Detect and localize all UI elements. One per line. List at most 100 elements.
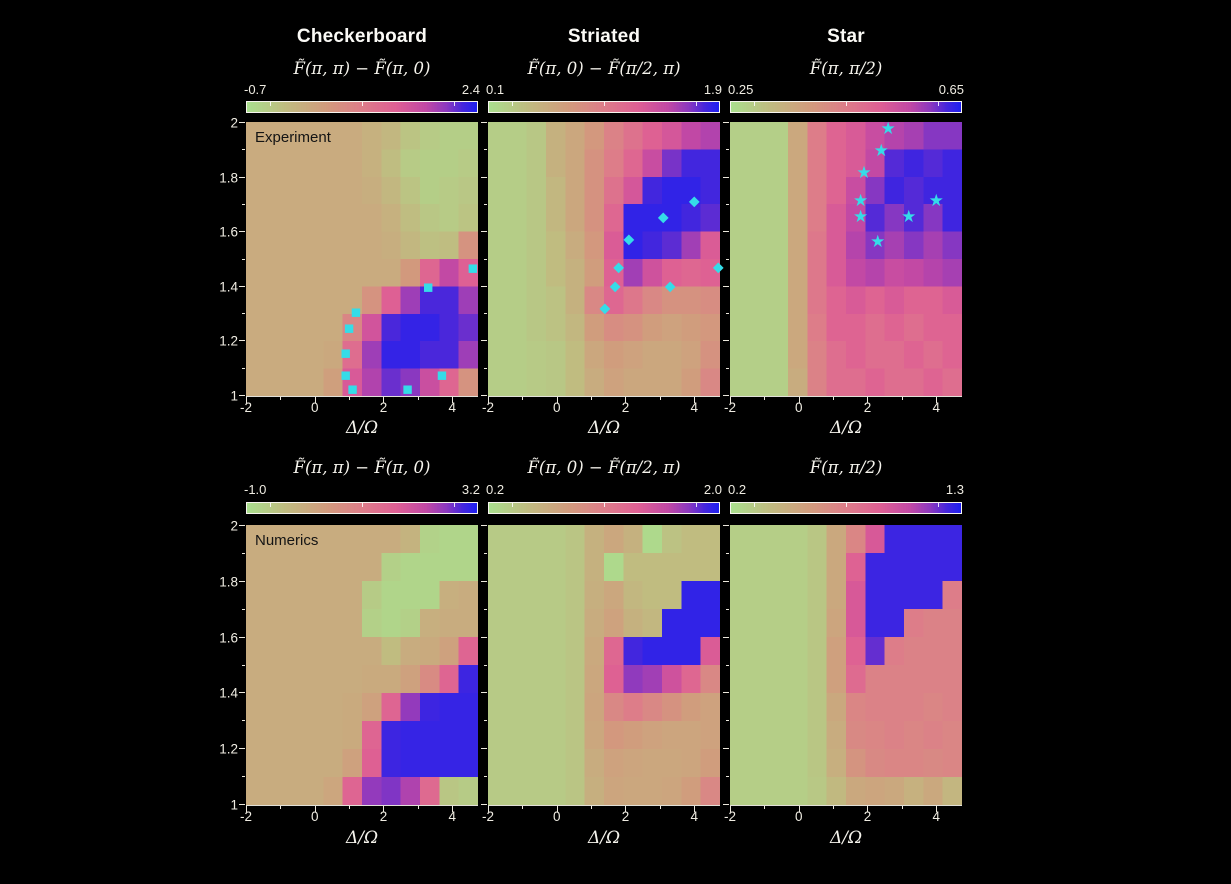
x-tick [798,397,800,403]
y-tick [481,692,487,694]
heatmap-plot: Experiment ■ ■ ■ ■ ■ ■ ■ ■ ■ [239,122,478,403]
x-minor-tick [591,397,593,400]
x-tick-label: -2 [239,809,253,824]
y-minor-tick [726,149,729,151]
order-parameter-formula: F̃(π, 0) − F̃(π/2, π) [527,458,681,477]
x-tick [488,806,489,812]
y-minor-tick [484,776,487,778]
y-tick [481,176,487,178]
y-minor-tick [242,552,245,554]
square-marker: ■ [402,382,413,396]
order-parameter-formula: F̃(π, π/2) [809,59,883,78]
heatmap-plot [723,525,962,812]
colorbar-tick [454,102,455,106]
x-tick [867,397,869,403]
heatmap-plot [481,525,720,812]
x-tick-label: -2 [723,809,737,824]
y-minor-tick [242,664,245,666]
panel-experiment-checkerboard: Checkerboard F̃(π, π) − F̃(π, 0) -0.7 2.… [219,22,480,452]
colorbar-tick [696,503,697,507]
y-minor-tick [484,313,487,315]
x-minor-tick [349,397,351,400]
y-minor-tick [242,203,245,205]
colorbar [488,502,720,514]
x-tick [383,397,385,403]
x-minor-tick [833,806,835,809]
colorbar-max-label: 2.4 [461,82,480,97]
colorbar [488,101,720,113]
y-tick-label: 1 [230,797,238,813]
x-tick-label: 0 [310,400,319,415]
x-tick-label: 2 [379,809,388,824]
x-tick-label: -2 [481,809,495,824]
colorbar [246,101,478,113]
x-tick [694,397,696,403]
colorbar-max-label: 3.2 [461,482,480,497]
y-tick [481,231,487,233]
x-minor-tick [659,397,661,400]
x-tick [730,806,731,812]
y-minor-tick [484,203,487,205]
panel-experiment-star: Star F̃(π, π/2) 0.25 0.65 ★ ★ ★ ★ ★ ★ ★ ★ Δ/Ω -… [723,22,964,452]
x-tick [625,397,627,403]
diamond-marker: ◆ [664,278,676,295]
square-marker: ■ [422,280,434,294]
x-tick [694,806,696,812]
x-minor-tick [280,806,282,809]
x-tick-label: 0 [310,809,319,824]
y-tick-label: 1.8 [219,170,238,186]
y-tick [239,692,245,694]
column-title-striated: Striated [567,26,641,47]
x-minor-tick [591,806,593,809]
x-tick [867,806,869,812]
y-minor-tick [726,664,729,666]
y-tick [481,636,487,638]
x-minor-tick [417,806,419,809]
y-tick [723,804,729,805]
star-marker: ★ [880,119,896,140]
x-minor-tick [280,397,282,400]
y-minor-tick [726,313,729,315]
x-minor-tick [659,806,661,809]
x-tick [246,806,247,812]
x-minor-tick [417,397,419,400]
square-marker: ■ [350,305,362,319]
colorbar-max-label: 1.3 [945,482,964,497]
colorbar-tick [270,102,271,106]
colorbar-min-label: 0.1 [486,82,505,97]
diamond-marker: ◆ [712,259,724,276]
y-minor-tick [484,258,487,260]
x-tick [488,397,489,403]
colorbar-gradient [489,503,719,513]
y-minor-tick [484,367,487,369]
x-tick-label: 0 [794,809,803,824]
x-tick-label: 4 [690,809,698,824]
heatmap-canvas [246,525,478,805]
y-minor-tick [242,258,245,260]
y-tick [481,804,487,805]
y-tick [723,395,729,396]
x-tick [936,806,938,812]
colorbar [730,502,962,514]
star-marker: ★ [852,207,869,228]
x-tick [452,397,454,403]
colorbar-tick [512,503,513,507]
x-minor-tick [522,806,524,809]
heatmap-canvas [730,122,962,396]
y-minor-tick [242,367,245,369]
colorbar-gradient [247,503,477,513]
x-minor-tick [764,397,766,400]
x-tick-label: 2 [621,809,630,824]
order-parameter-formula: F̃(π, 0) − F̃(π/2, π) [527,59,681,78]
column-title-star: Star [827,26,865,47]
y-tick [481,395,487,396]
y-tick [723,285,729,287]
colorbar-tick [362,102,363,106]
diamond-marker: ◆ [623,231,635,248]
star-marker: ★ [856,163,872,184]
colorbar-min-label: 0.25 [728,82,754,97]
square-marker: ■ [340,368,351,382]
x-tick [452,806,454,812]
x-axis-label: Δ/Ω [345,418,379,438]
y-tick-label: 1.6 [219,224,238,240]
